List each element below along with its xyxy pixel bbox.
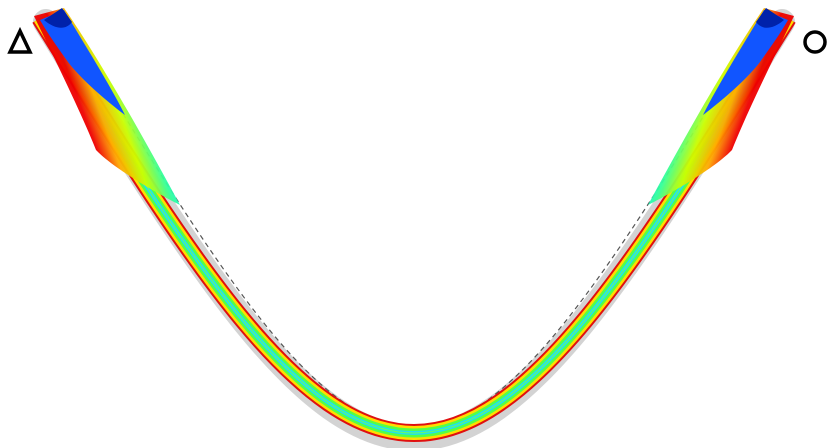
left-end-dark-core	[40, 10, 125, 115]
beam-neutral-axis	[39, 17, 789, 434]
beam-yellow-layer	[34, 14, 794, 441]
beam-cyan-core	[38, 16, 790, 436]
right-end-tip	[756, 8, 784, 28]
beam-red-layer	[32, 13, 796, 443]
left-end-tip	[44, 8, 72, 28]
undeformed-shadow-band	[33, 9, 795, 448]
right-end-dark-core	[703, 10, 788, 115]
triangle-support-icon	[7, 26, 33, 54]
circle-support-icon	[803, 30, 827, 54]
beam-green-layer	[36, 15, 792, 438]
